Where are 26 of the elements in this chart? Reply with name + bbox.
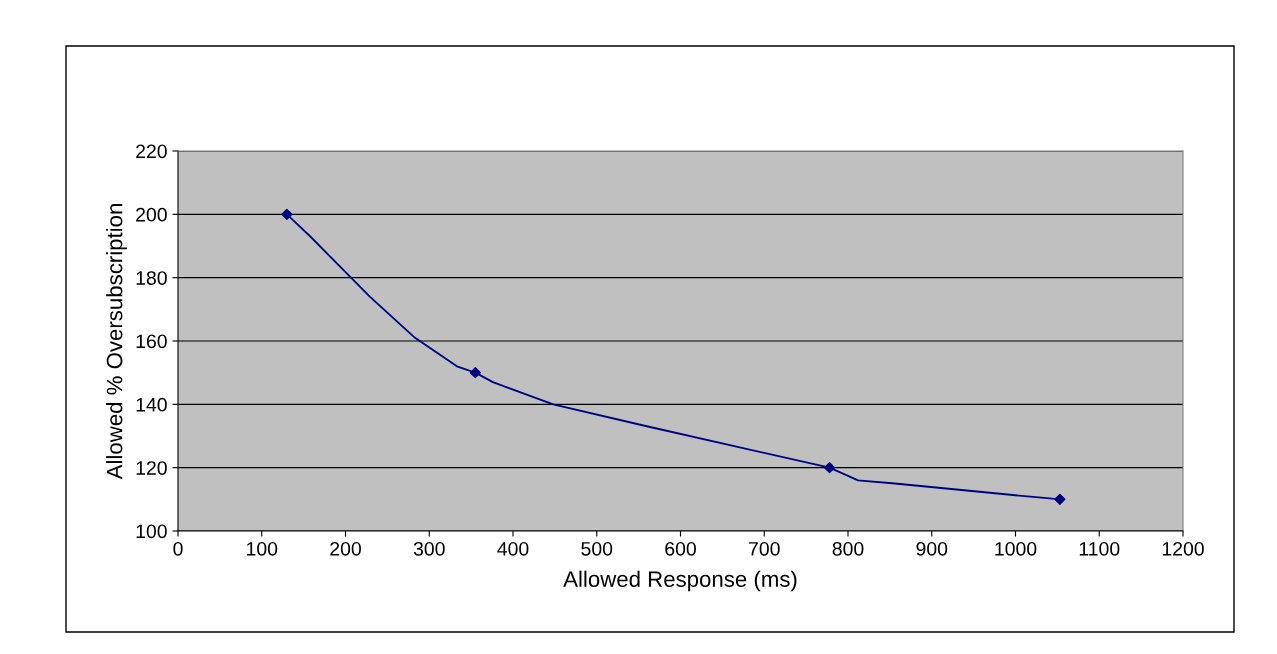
x-tick-label: 300	[413, 541, 445, 556]
y-tick-label: 100	[136, 524, 167, 539]
point	[823, 462, 836, 474]
x-tick-label: 1200	[1162, 541, 1204, 556]
point	[1054, 493, 1066, 505]
x-tick-label: 500	[581, 541, 613, 556]
x-axis-title: Allowed Response (ms)	[563, 570, 797, 592]
y-tick-label: 140	[136, 397, 167, 412]
y-tick-label: 120	[136, 461, 167, 475]
x-tick-label: 1000	[995, 541, 1037, 556]
point	[469, 367, 481, 379]
y-axis-title: Allowed % Oversubscription	[106, 204, 127, 480]
x-tick-label: 800	[832, 541, 864, 556]
x-tick-label: 900	[916, 541, 948, 556]
y-tick-label: 200	[136, 207, 167, 222]
point	[281, 208, 293, 220]
x-tick-label: 100	[247, 541, 278, 556]
x-tick-label: 1100	[1079, 541, 1120, 556]
x-tick-label: 200	[330, 541, 361, 556]
x-tick-label: 400	[497, 541, 529, 556]
x-tick-label: 0	[173, 541, 183, 556]
y-tick-label: 160	[136, 334, 167, 349]
x-tick-label: 600	[665, 541, 696, 556]
x-tick-label: 700	[749, 541, 780, 556]
y-tick-label: 180	[136, 271, 167, 285]
y-tick-label: 220	[136, 144, 167, 159]
